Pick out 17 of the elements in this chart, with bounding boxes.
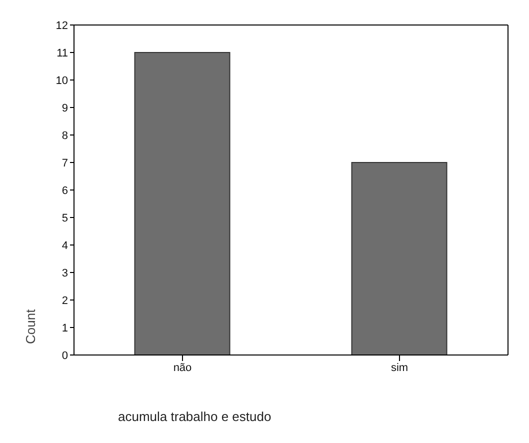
y-tick-label: 11 <box>56 47 68 60</box>
y-tick-label: 3 <box>62 267 68 280</box>
x-tick-label: sim <box>390 362 408 374</box>
y-axis-title: Count <box>23 308 38 344</box>
y-tick-label: 10 <box>56 74 68 87</box>
y-tick-label: 6 <box>62 184 68 197</box>
x-tick-label: não <box>173 362 192 374</box>
y-tick-label: 1 <box>62 322 68 334</box>
x-axis-title: acumula trabalho e estudo <box>118 409 272 424</box>
y-tick-label: 8 <box>62 130 68 142</box>
y-tick-label: 5 <box>62 212 68 224</box>
y-tick-label: 4 <box>62 240 68 252</box>
y-tick-label: 9 <box>62 102 68 114</box>
y-tick-label: 12 <box>56 20 68 32</box>
y-tick-label: 7 <box>62 157 68 170</box>
y-tick-label: 0 <box>62 350 68 362</box>
y-tick-label: 2 <box>62 294 68 307</box>
